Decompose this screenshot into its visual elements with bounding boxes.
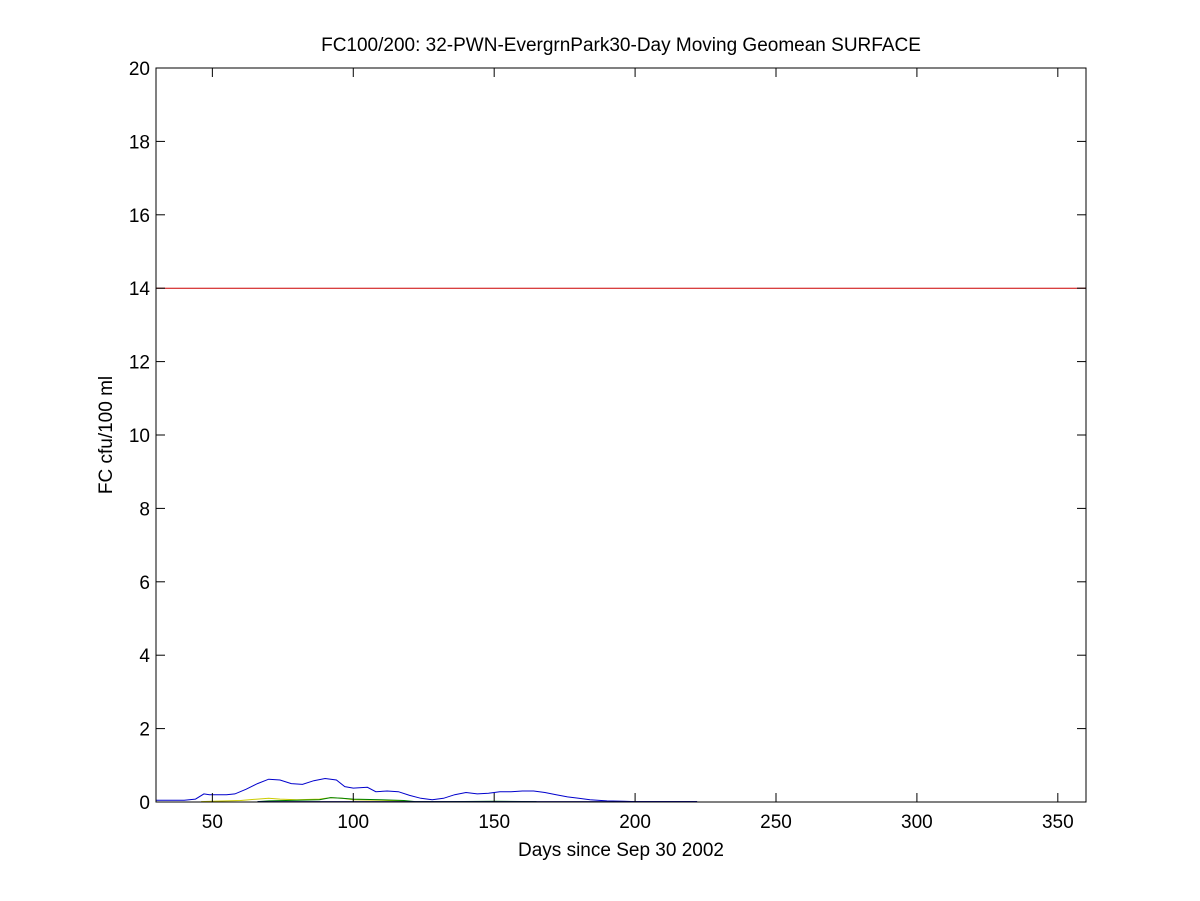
y-tick-label: 20 bbox=[129, 59, 150, 80]
x-tick-label: 250 bbox=[760, 812, 792, 833]
x-tick-label: 200 bbox=[619, 812, 651, 833]
y-tick-label: 10 bbox=[129, 426, 150, 447]
y-tick-label: 0 bbox=[139, 793, 150, 814]
y-tick-label: 6 bbox=[139, 573, 150, 594]
x-axis: 50 100 150 200 250 300 350 bbox=[202, 68, 1074, 833]
x-tick-label: 350 bbox=[1042, 812, 1074, 833]
y-tick-label: 16 bbox=[129, 206, 150, 227]
plot-area bbox=[156, 68, 1086, 802]
y-tick-label: 2 bbox=[139, 720, 150, 741]
y-axis: 0 2 4 6 8 10 12 14 16 18 20 bbox=[129, 59, 1086, 814]
y-tick-label: 4 bbox=[139, 646, 150, 667]
x-tick-label: 100 bbox=[337, 812, 369, 833]
x-tick-label: 300 bbox=[901, 812, 933, 833]
y-tick-label: 14 bbox=[129, 279, 151, 300]
x-axis-title: Days since Sep 30 2002 bbox=[518, 840, 724, 861]
x-tick-label: 50 bbox=[202, 812, 223, 833]
x-tick-label: 150 bbox=[478, 812, 510, 833]
y-tick-label: 8 bbox=[139, 499, 150, 520]
chart-title: FC100/200: 32-PWN-EvergrnPark30-Day Movi… bbox=[321, 35, 921, 56]
series-line-1 bbox=[156, 777, 698, 803]
y-tick-label: 12 bbox=[129, 353, 150, 374]
y-axis-title: FC cfu/100 ml bbox=[96, 376, 117, 494]
y-tick-label: 18 bbox=[129, 132, 150, 153]
